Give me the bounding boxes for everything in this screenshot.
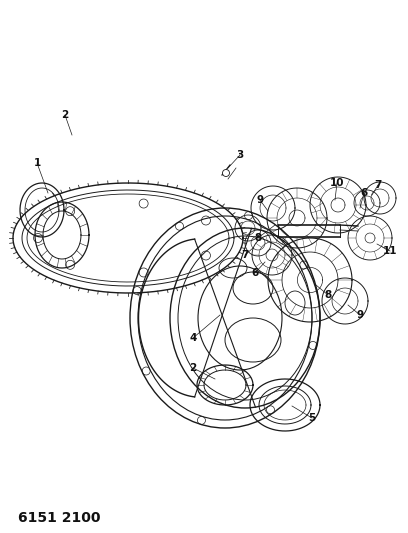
Text: 6151 2100: 6151 2100 — [18, 511, 100, 525]
Text: 3: 3 — [236, 150, 244, 160]
Text: 6: 6 — [251, 268, 259, 278]
Text: 2: 2 — [61, 110, 69, 120]
Text: 2: 2 — [189, 363, 197, 373]
Text: 5: 5 — [308, 413, 316, 423]
Text: 1: 1 — [33, 158, 41, 168]
Text: 8: 8 — [324, 290, 332, 300]
Text: 8: 8 — [254, 233, 262, 243]
Text: 7: 7 — [241, 250, 249, 260]
Text: 6: 6 — [360, 188, 368, 198]
Text: 9: 9 — [357, 310, 364, 320]
Text: 10: 10 — [330, 178, 344, 188]
Circle shape — [222, 169, 229, 176]
Text: 4: 4 — [189, 333, 197, 343]
Text: 9: 9 — [257, 195, 264, 205]
Text: 11: 11 — [383, 246, 397, 256]
Text: 7: 7 — [374, 180, 382, 190]
